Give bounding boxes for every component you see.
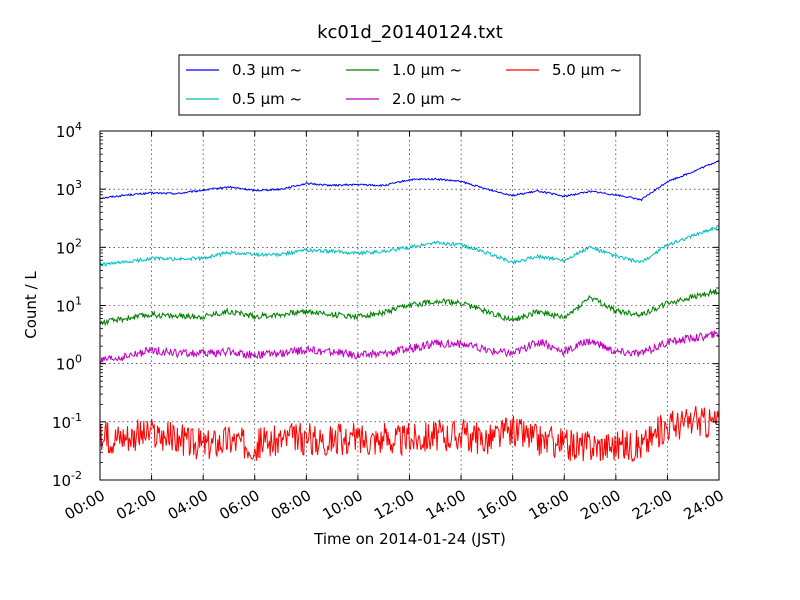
x-tick-label: 18:00: [526, 486, 572, 523]
y-tick-label: 103: [56, 178, 82, 199]
legend-label: 0.5 μm ~: [232, 90, 302, 108]
x-tick-label: 24:00: [681, 486, 727, 523]
x-tick-label: 22:00: [629, 486, 675, 523]
y-tick-label: 104: [56, 120, 82, 141]
y-tick-label: 100: [56, 353, 82, 374]
legend-label: 0.3 μm ~: [232, 61, 302, 79]
y-tick-label: 101: [56, 295, 82, 316]
legend-entry: 0.5 μm ~: [186, 90, 302, 108]
x-tick-label: 14:00: [423, 486, 469, 523]
y-tick-label: 10-1: [52, 411, 82, 432]
x-tick-label: 04:00: [165, 486, 211, 523]
x-tick-label: 02:00: [113, 486, 159, 523]
axis-ticks: [99, 130, 720, 481]
y-tick-label: 102: [56, 236, 82, 257]
legend-entry: 5.0 μm ~: [506, 61, 622, 79]
chart-title: kc01d_20140124.txt: [317, 22, 503, 43]
legend-label: 1.0 μm ~: [392, 61, 462, 79]
series-line-1: [99, 225, 720, 267]
y-tick-label: 10-2: [52, 469, 82, 490]
legend-label: 2.0 μm ~: [392, 90, 462, 108]
series-line-3: [99, 329, 720, 364]
legend-entry: 1.0 μm ~: [346, 61, 462, 79]
series-lines: [99, 159, 720, 463]
y-tick-labels: 10-2 10-1 100 101 102 103 104: [52, 120, 82, 490]
series-line-4: [99, 406, 720, 463]
x-axis-label: Time on 2014-01-24 (JST): [313, 530, 506, 548]
x-tick-label: 08:00: [268, 486, 314, 523]
x-tick-label: 00:00: [62, 486, 108, 523]
x-tick-label: 12:00: [371, 486, 417, 523]
x-tick-label: 16:00: [474, 486, 520, 523]
legend-frame: [178, 54, 641, 116]
legend-entry: 2.0 μm ~: [346, 90, 462, 108]
series-line-2: [99, 288, 720, 327]
x-tick-label: 10:00: [319, 486, 365, 523]
x-tick-label: 06:00: [216, 486, 262, 523]
series-line-0: [99, 159, 720, 202]
legend-entry: 0.3 μm ~: [186, 61, 302, 79]
y-axis-label: Count / L: [22, 271, 40, 339]
x-tick-labels: 00:00 02:00 04:00 06:00 08:00 10:00 12:00 14:00…: [62, 486, 727, 523]
x-tick-label: 20:00: [577, 486, 623, 523]
legend-label: 5.0 μm ~: [552, 61, 622, 79]
legend: 0.3 μm ~ 0.5 μm ~ 1.0 μm ~ 2.0 μm ~ 5.0 μm ~: [178, 54, 641, 116]
